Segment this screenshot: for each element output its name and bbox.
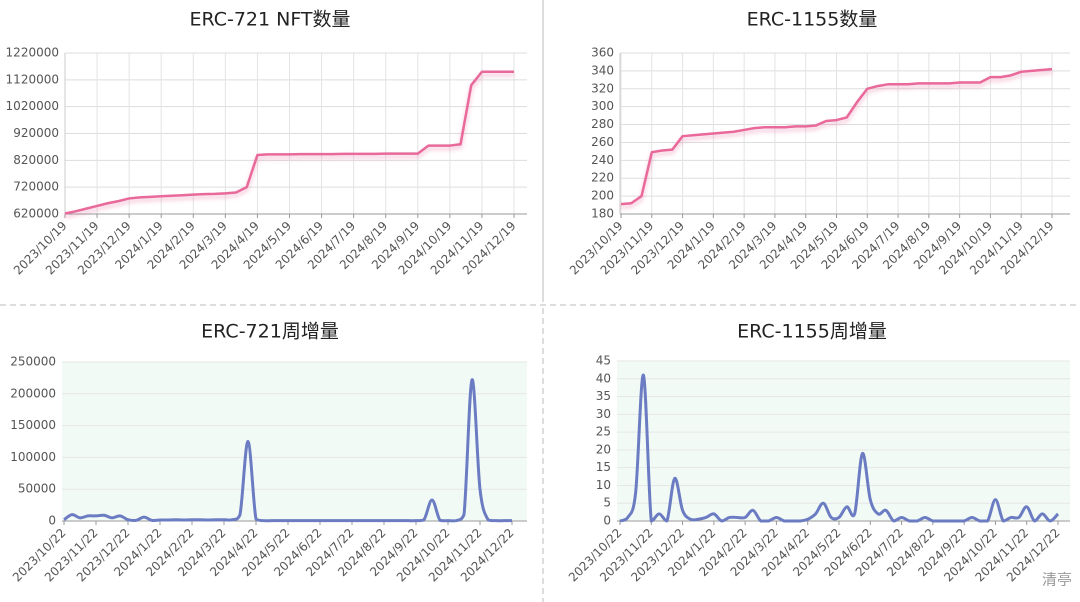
y-tick-label: 360 [591,46,614,60]
y-tick-label: 45 [596,354,611,368]
y-tick-label: 5 [603,496,611,510]
y-tick-label: 250000 [10,355,56,369]
chart-title: ERC-1155周增量 [737,321,887,343]
y-tick-label: 200 [591,189,614,203]
y-tick-label: 320 [591,81,614,95]
y-tick-label: 200000 [10,386,56,400]
y-tick-label: 0 [48,514,56,528]
chart-title: ERC-1155数量 [747,9,878,31]
y-tick-label: 620000 [13,207,59,221]
data-line [64,70,514,215]
y-tick-label: 20 [596,442,611,456]
y-tick-label: 30 [596,407,611,421]
y-tick-label: 720000 [13,180,59,194]
plot-area [617,361,1070,521]
y-tick-label: 220 [591,171,614,185]
y-tick-label: 0 [603,514,611,528]
watermark: 清亭 [1042,571,1072,589]
chart-title: ERC-721周增量 [201,321,339,343]
y-tick-label: 10 [596,478,611,492]
y-tick-label: 40 [596,371,611,385]
plot-area [62,362,527,521]
y-tick-label: 920000 [13,126,59,140]
plot-area [620,53,1070,214]
y-tick-label: 25 [596,425,611,439]
y-tick-label: 15 [596,460,611,474]
y-tick-label: 150000 [10,418,56,432]
y-tick-label: 50000 [18,482,56,496]
y-tick-label: 180 [591,207,614,221]
y-tick-label: 340 [591,63,614,77]
y-tick-label: 280 [591,117,614,131]
chart-title: ERC-721 NFT数量 [189,9,350,31]
y-tick-label: 1020000 [6,99,59,113]
data-line [63,378,512,523]
y-tick-label: 300 [591,99,614,113]
data-line [619,373,1060,523]
y-tick-label: 240 [591,153,614,167]
y-tick-label: 260 [591,135,614,149]
y-tick-label: 820000 [13,153,59,167]
y-tick-label: 1220000 [6,46,59,60]
y-tick-label: 35 [596,389,611,403]
data-line [620,67,1053,206]
y-tick-label: 1120000 [6,72,59,86]
y-tick-label: 100000 [10,450,56,464]
